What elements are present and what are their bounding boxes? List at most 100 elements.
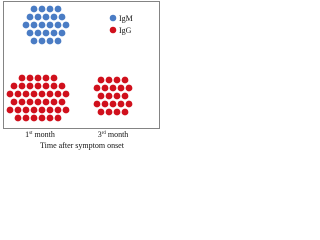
igg-dot — [22, 90, 30, 98]
legend-label: IgM — [119, 14, 133, 23]
igm-dot — [34, 13, 42, 21]
igm-dot — [38, 5, 46, 13]
igg-dot — [26, 98, 34, 106]
igg-dot — [14, 106, 22, 114]
igg-dot — [6, 90, 14, 98]
igg-dot — [18, 82, 26, 90]
igg-dot — [18, 74, 26, 82]
igg-dot — [42, 82, 50, 90]
igg-dot — [101, 84, 109, 92]
x-label-unit: month — [34, 130, 54, 139]
igm-dot — [50, 13, 58, 21]
legend-swatch-igg — [109, 26, 117, 34]
igg-dot — [125, 84, 133, 92]
igg-dot — [18, 98, 26, 106]
igg-dot — [46, 106, 54, 114]
igm-dot — [54, 21, 62, 29]
igg-dot — [117, 84, 125, 92]
igg-dot — [42, 74, 50, 82]
igg-dot — [109, 100, 117, 108]
igm-dot — [46, 37, 54, 45]
x-label-number: 1 — [25, 130, 29, 139]
igm-dot — [26, 29, 34, 37]
igg-dot — [105, 92, 113, 100]
x-label: 1st month — [25, 130, 55, 139]
igg-dot — [38, 90, 46, 98]
x-label: 3rd month — [98, 130, 129, 139]
igm-dot — [54, 37, 62, 45]
igg-dot — [50, 74, 58, 82]
legend-label: IgG — [119, 26, 132, 35]
igm-dot — [26, 13, 34, 21]
igm-dot — [30, 37, 38, 45]
igm-dot — [46, 5, 54, 13]
x-label-suffix: rd — [102, 131, 107, 136]
igg-dot — [34, 98, 42, 106]
igg-dot — [62, 90, 70, 98]
igg-dot — [10, 82, 18, 90]
igg-dot — [50, 98, 58, 106]
igg-dot — [46, 114, 54, 122]
igg-dot — [113, 92, 121, 100]
igg-dot — [30, 114, 38, 122]
figure: IgM IgG 1st month 3rd month Time after sym… — [3, 1, 160, 150]
igm-dot — [38, 21, 46, 29]
igm-dot — [58, 13, 66, 21]
igg-dot — [105, 108, 113, 116]
igg-dot — [58, 82, 66, 90]
igg-dot — [34, 82, 42, 90]
igg-dot — [34, 74, 42, 82]
igg-dot — [101, 100, 109, 108]
igg-dot — [93, 84, 101, 92]
x-label-number: 3 — [98, 130, 102, 139]
igg-dot — [121, 108, 129, 116]
igg-dot — [62, 106, 70, 114]
igg-dot — [109, 84, 117, 92]
igg-dot — [22, 106, 30, 114]
igg-dot — [6, 106, 14, 114]
igg-dot — [38, 114, 46, 122]
igg-dot — [113, 108, 121, 116]
igg-dot — [38, 106, 46, 114]
igg-dot — [50, 82, 58, 90]
igg-dot — [30, 90, 38, 98]
igg-dot — [54, 114, 62, 122]
igg-dot — [58, 98, 66, 106]
igm-dot — [62, 21, 70, 29]
igm-dot — [30, 5, 38, 13]
igm-dot — [46, 21, 54, 29]
igg-dot — [93, 100, 101, 108]
igg-dot — [26, 74, 34, 82]
igg-dot — [14, 90, 22, 98]
legend-swatch-igm — [109, 14, 117, 22]
igg-dot — [30, 106, 38, 114]
igm-dot — [38, 37, 46, 45]
igg-dot — [10, 98, 18, 106]
igm-dot — [50, 29, 58, 37]
igg-dot — [97, 108, 105, 116]
igg-dot — [46, 90, 54, 98]
frame — [3, 1, 160, 129]
igg-dot — [97, 92, 105, 100]
igg-dot — [42, 98, 50, 106]
igg-dot — [121, 76, 129, 84]
igm-dot — [30, 21, 38, 29]
igm-dot — [34, 29, 42, 37]
dot-clusters — [6, 5, 133, 122]
igg-dot — [125, 100, 133, 108]
igg-dot — [54, 90, 62, 98]
igm-dot — [42, 13, 50, 21]
x-label-unit: month — [108, 130, 128, 139]
igg-dot — [105, 76, 113, 84]
igg-dot — [121, 92, 129, 100]
igg-dot — [22, 114, 30, 122]
igg-dot — [26, 82, 34, 90]
igm-dot — [22, 21, 30, 29]
igg-dot — [54, 106, 62, 114]
x-label-suffix: st — [29, 131, 33, 136]
igg-dot — [14, 114, 22, 122]
igg-dot — [97, 76, 105, 84]
x-axis-label: Time after symptom onset — [40, 141, 125, 150]
igm-dot — [58, 29, 66, 37]
igm-dot — [42, 29, 50, 37]
